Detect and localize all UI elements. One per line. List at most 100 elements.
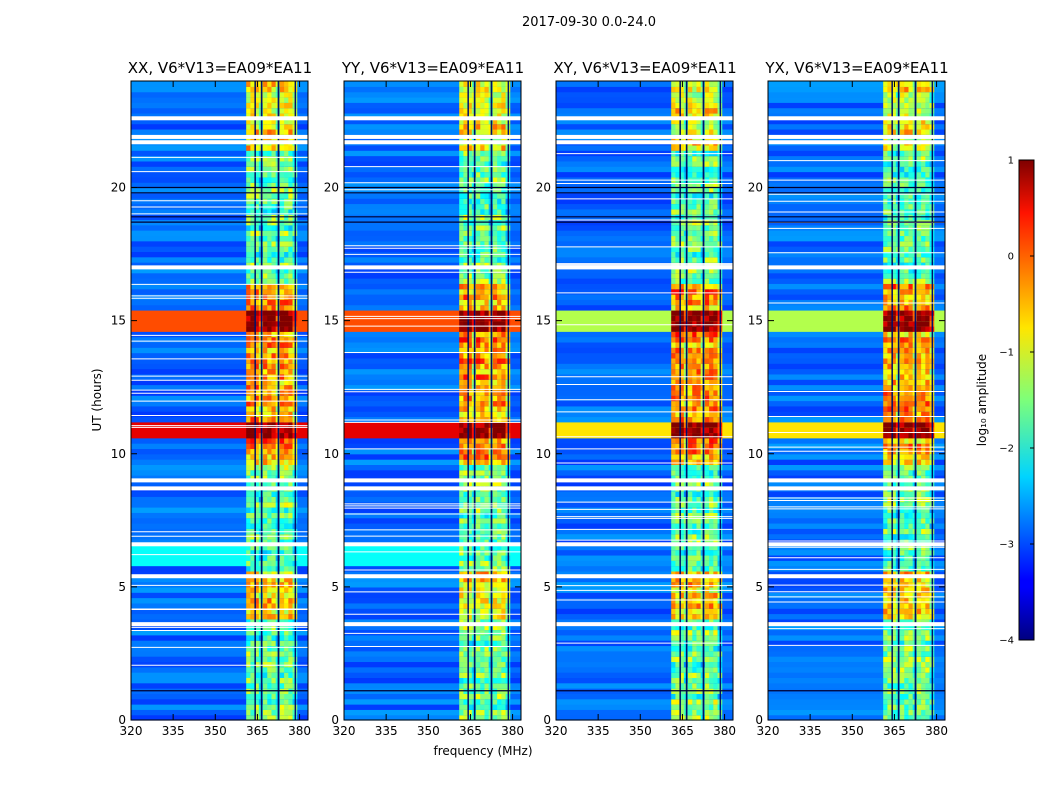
heatmap-cell	[713, 501, 719, 508]
heatmap-cell	[284, 256, 289, 263]
heatmap-cell	[713, 294, 719, 300]
heatmap-cell	[459, 507, 464, 513]
heatmap-cell	[688, 256, 693, 263]
heatmap-row	[556, 304, 733, 311]
heatmap-cell	[671, 347, 676, 354]
heatmap-cell	[263, 427, 268, 434]
heatmap-cell	[501, 400, 507, 407]
heatmap-cell	[463, 283, 469, 290]
heatmap-cell	[484, 565, 490, 572]
heatmap-cell	[904, 698, 909, 705]
heatmap-cell	[463, 464, 469, 471]
heatmap-row	[344, 208, 521, 215]
heatmap-cell	[279, 491, 285, 497]
heatmap-row	[344, 107, 521, 114]
heatmap-row	[131, 432, 308, 439]
heatmap-cell	[704, 698, 710, 705]
heatmap-cell	[671, 96, 676, 103]
heatmap-cell	[476, 661, 481, 668]
heatmap-cell	[916, 704, 922, 710]
heatmap-cell	[463, 597, 469, 604]
heatmap-cell	[497, 507, 502, 513]
heatmap-row	[344, 96, 521, 103]
heatmap-cell	[463, 230, 469, 237]
heatmap-cell	[675, 320, 681, 327]
heatmap-cell	[271, 464, 277, 471]
heatmap-cell	[263, 560, 268, 567]
heatmap-cell	[484, 363, 490, 370]
heatmap-cell	[908, 677, 914, 684]
heatmap-cell	[709, 91, 714, 98]
heatmap-cell	[497, 309, 502, 316]
heatmap-cell	[501, 187, 507, 194]
heatmap-cell	[713, 347, 719, 354]
heatmap-cell	[254, 341, 260, 348]
heatmap-cell	[679, 533, 685, 540]
heatmap-cell	[696, 347, 702, 354]
heatmap-cell	[288, 645, 294, 652]
heatmap-cell	[887, 714, 893, 721]
heatmap-cell	[279, 160, 285, 167]
heatmap-cell	[692, 629, 697, 636]
heatmap-cell	[497, 432, 502, 439]
heatmap-cell	[709, 443, 714, 450]
heatmap-cell	[671, 656, 676, 663]
heatmap-row	[131, 411, 308, 418]
heatmap-cell	[492, 624, 498, 631]
heatmap-cell	[671, 501, 676, 508]
heatmap-cell	[679, 501, 685, 508]
heatmap-row	[556, 389, 733, 396]
heatmap-cell	[467, 246, 473, 252]
heatmap-cell	[467, 299, 473, 306]
heatmap-cell	[713, 586, 719, 593]
heatmap-cell	[688, 416, 693, 423]
heatmap-cell	[688, 107, 693, 114]
heatmap-cell	[476, 400, 481, 407]
heatmap-cell	[463, 586, 469, 593]
heatmap-cell	[288, 166, 294, 173]
heatmap-cell	[459, 661, 464, 668]
heatmap-cell	[713, 629, 719, 636]
heatmap-cell	[484, 581, 490, 588]
heatmap-cell	[704, 448, 710, 455]
heatmap-row	[344, 565, 521, 572]
heatmap-cell	[704, 666, 710, 673]
flagged-row	[556, 116, 733, 121]
heatmap-cell	[476, 320, 481, 327]
heatmap-cell	[497, 96, 502, 103]
heatmap-cell	[704, 384, 710, 391]
heatmap-row	[344, 704, 521, 710]
heatmap-cell	[704, 389, 710, 396]
heatmap-cell	[709, 608, 714, 615]
heatmap-cell	[271, 656, 277, 663]
heatmap-cell	[671, 91, 676, 98]
heatmap-cell	[480, 389, 485, 396]
heatmap-cell	[246, 464, 251, 471]
heatmap-cell	[254, 709, 260, 716]
heatmap-cell	[497, 602, 502, 609]
flagged-row	[131, 622, 308, 627]
heatmap-cell	[675, 586, 681, 593]
heatmap-cell	[497, 187, 502, 194]
heatmap-cell	[279, 549, 285, 556]
heatmap-cell	[709, 677, 714, 684]
heatmap-cell	[463, 182, 469, 189]
heatmap-cell	[250, 411, 256, 418]
heatmap-cell	[271, 586, 277, 593]
heatmap-cell	[476, 230, 481, 237]
heatmap-cell	[263, 336, 268, 343]
heatmap-cell	[497, 299, 502, 306]
heatmap-cell	[688, 235, 693, 242]
heatmap-cell	[492, 262, 498, 268]
heatmap-cell	[480, 405, 485, 412]
heatmap-cell	[492, 581, 498, 588]
heatmap-cell	[900, 661, 905, 668]
heatmap-row	[131, 294, 308, 300]
heatmap-cell	[480, 629, 485, 636]
heatmap-row	[344, 597, 521, 604]
heatmap-cell	[484, 432, 490, 439]
heatmap-cell	[497, 672, 502, 678]
heatmap-cell	[484, 538, 490, 545]
heatmap-cell	[254, 235, 260, 242]
heatmap-cell	[916, 677, 922, 684]
